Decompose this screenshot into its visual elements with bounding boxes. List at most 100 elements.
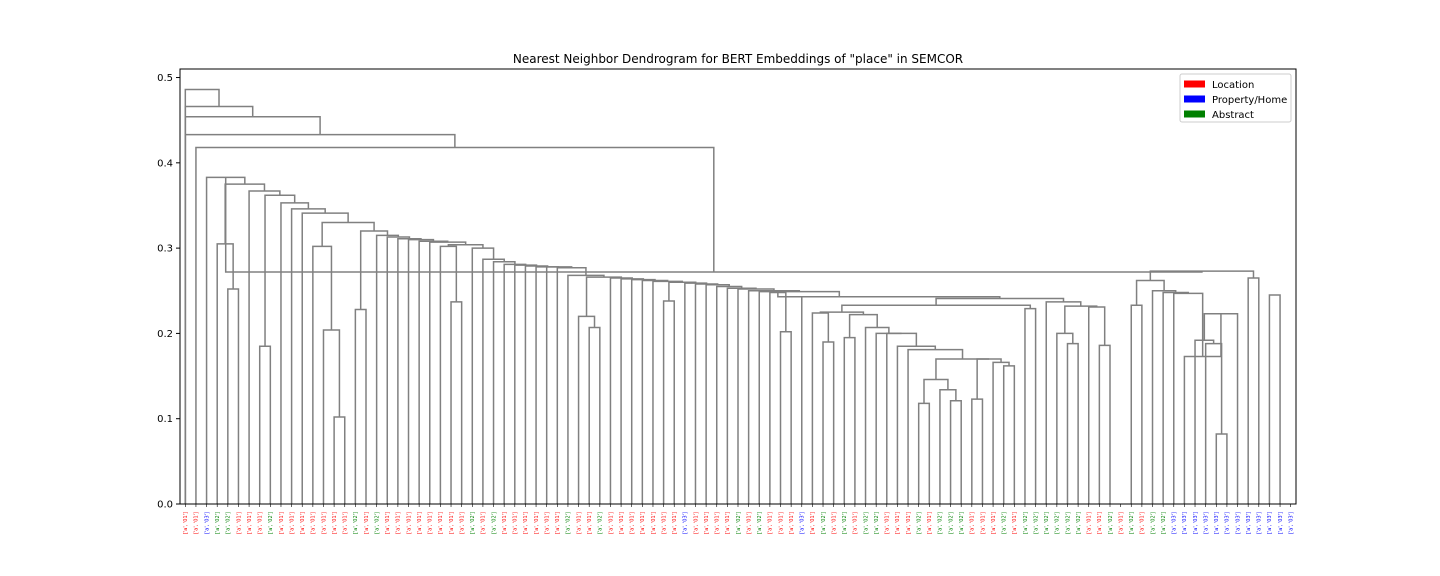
dendrogram-link xyxy=(801,295,1001,504)
dendrogram-link xyxy=(841,304,1032,313)
chart-title: Nearest Neighbor Dendrogram for BERT Emb… xyxy=(513,52,963,66)
leaf-label: ['a', '02'] xyxy=(1076,512,1082,534)
dendrogram-link xyxy=(1203,313,1239,504)
leaf-label: ['a', '02'] xyxy=(938,512,944,534)
dendrogram-link xyxy=(321,221,375,247)
dendrogram-link xyxy=(875,332,902,504)
leaf-label: ['a', '02'] xyxy=(598,512,604,534)
dendrogram-link xyxy=(1162,291,1189,504)
leaf-label: ['a', '01'] xyxy=(194,512,200,534)
dendrogram-link xyxy=(1024,307,1037,504)
leaf-label: ['a', '02'] xyxy=(916,512,922,534)
leaf-label: ['a', '02'] xyxy=(353,512,359,534)
leaf-label: ['a', '02'] xyxy=(863,512,869,534)
dendrogram-link xyxy=(447,243,484,249)
leaf-label: ['a', '01'] xyxy=(385,512,391,534)
dendrogram-link xyxy=(429,241,467,504)
leaf-label: ['a', '01'] xyxy=(1140,512,1146,534)
leaf-label: ['a', '01'] xyxy=(672,512,678,534)
legend-swatch xyxy=(1184,110,1205,118)
leaf-label: ['a', '03'] xyxy=(1203,512,1209,534)
leaf-label: ['a', '01'] xyxy=(406,512,412,534)
leaf-label: ['a', '02'] xyxy=(1150,512,1156,534)
leaf-label: ['a', '01'] xyxy=(236,512,242,534)
leaf-label: ['a', '02'] xyxy=(268,512,274,534)
y-tick-label: 0.2 xyxy=(157,329,173,340)
dendrogram-link xyxy=(935,297,1065,306)
dendrogram-link xyxy=(1135,279,1165,306)
leaf-label: ['a', '02'] xyxy=(1055,512,1061,534)
leaf-label: ['a', '02'] xyxy=(874,512,880,534)
leaf-label: ['a', '02'] xyxy=(491,512,497,534)
dendrogram-link xyxy=(848,313,878,338)
leaf-label: ['a', '01'] xyxy=(1012,512,1018,534)
leaf-label: ['a', '03'] xyxy=(1267,512,1273,534)
dendrogram-link xyxy=(216,243,234,504)
dendrogram-link xyxy=(359,230,389,310)
dendrogram-link xyxy=(585,276,623,317)
leaf-label: ['a', '01'] xyxy=(449,512,455,534)
leaf-label: ['a', '01'] xyxy=(651,512,657,534)
leaf-label: ['a', '01'] xyxy=(715,512,721,534)
dendrogram-links xyxy=(184,88,1281,504)
y-tick-label: 0.3 xyxy=(157,244,173,255)
leaf-label: ['a', '03'] xyxy=(1182,512,1188,534)
leaf-label: ['a', '01'] xyxy=(502,512,508,534)
dendrogram-link xyxy=(556,266,587,504)
leaf-label: ['a', '01'] xyxy=(693,512,699,534)
dendrogram-link xyxy=(769,291,787,504)
leaf-label: ['a', '03'] xyxy=(683,512,689,534)
leaf-label: ['a', '01'] xyxy=(991,512,997,534)
leaf-label: ['a', '03'] xyxy=(1246,512,1252,534)
leaf-label: ['a', '01'] xyxy=(332,512,338,534)
dendrogram-link xyxy=(258,345,272,504)
leaf-label: ['a', '01'] xyxy=(789,512,795,534)
dendrogram-link xyxy=(248,190,281,504)
leaf-label: ['a', '02'] xyxy=(1129,512,1135,534)
dendrogram-link xyxy=(482,258,505,504)
leaf-label: ['a', '02'] xyxy=(757,512,763,534)
leaf-label: ['a', '02'] xyxy=(959,512,965,534)
leaf-label: ['a', '01'] xyxy=(853,512,859,534)
dendrogram-link xyxy=(630,278,656,504)
dendrogram-link xyxy=(567,274,605,504)
leaf-label: ['a', '03'] xyxy=(1172,512,1178,534)
dendrogram-link xyxy=(662,300,675,504)
leaf-label: ['a', '03'] xyxy=(1214,512,1220,534)
dendrogram-link xyxy=(747,290,801,504)
dendrogram-link xyxy=(1045,301,1082,504)
leaf-label: ['a', '01'] xyxy=(417,512,423,534)
dendrogram-link xyxy=(609,277,633,504)
leaf-label: ['a', '01'] xyxy=(258,512,264,534)
leaf-label: ['a', '01'] xyxy=(778,512,784,534)
dendrogram-link xyxy=(184,116,321,504)
dendrogram-link xyxy=(227,288,240,504)
leaf-label: ['a', '01'] xyxy=(619,512,625,534)
dendrogram-link xyxy=(777,292,901,298)
dendrogram-link xyxy=(1002,365,1016,504)
dendrogram-link xyxy=(822,341,835,504)
leaf-label: ['a', '01'] xyxy=(300,512,306,534)
leaf-label: ['a', '01'] xyxy=(364,512,370,534)
dendrogram-link xyxy=(949,400,962,504)
leaf-label: ['a', '01'] xyxy=(810,512,816,534)
dendrogram-link xyxy=(896,345,937,504)
dendrogram-link xyxy=(1247,277,1260,504)
dendrogram-link xyxy=(923,378,949,404)
leaf-label: ['a', '01'] xyxy=(343,512,349,534)
legend-box xyxy=(1179,73,1292,123)
dendrogram-link xyxy=(439,245,458,504)
leaf-label: ['a', '01'] xyxy=(746,512,752,534)
leaf-label: ['a', '01'] xyxy=(630,512,636,534)
leaf-label: ['a', '02'] xyxy=(1002,512,1008,534)
dendrogram-link xyxy=(1098,344,1111,504)
leaf-label: ['a', '02'] xyxy=(842,512,848,534)
dendrogram-link xyxy=(1151,290,1177,504)
dendrogram-link xyxy=(354,308,367,504)
leaf-label: ['a', '01'] xyxy=(970,512,976,534)
dendrogram-link xyxy=(1066,342,1079,504)
leaf-label: ['a', '02'] xyxy=(736,512,742,534)
dendrogram-link xyxy=(301,212,349,504)
dendrogram-link xyxy=(1149,270,1255,281)
